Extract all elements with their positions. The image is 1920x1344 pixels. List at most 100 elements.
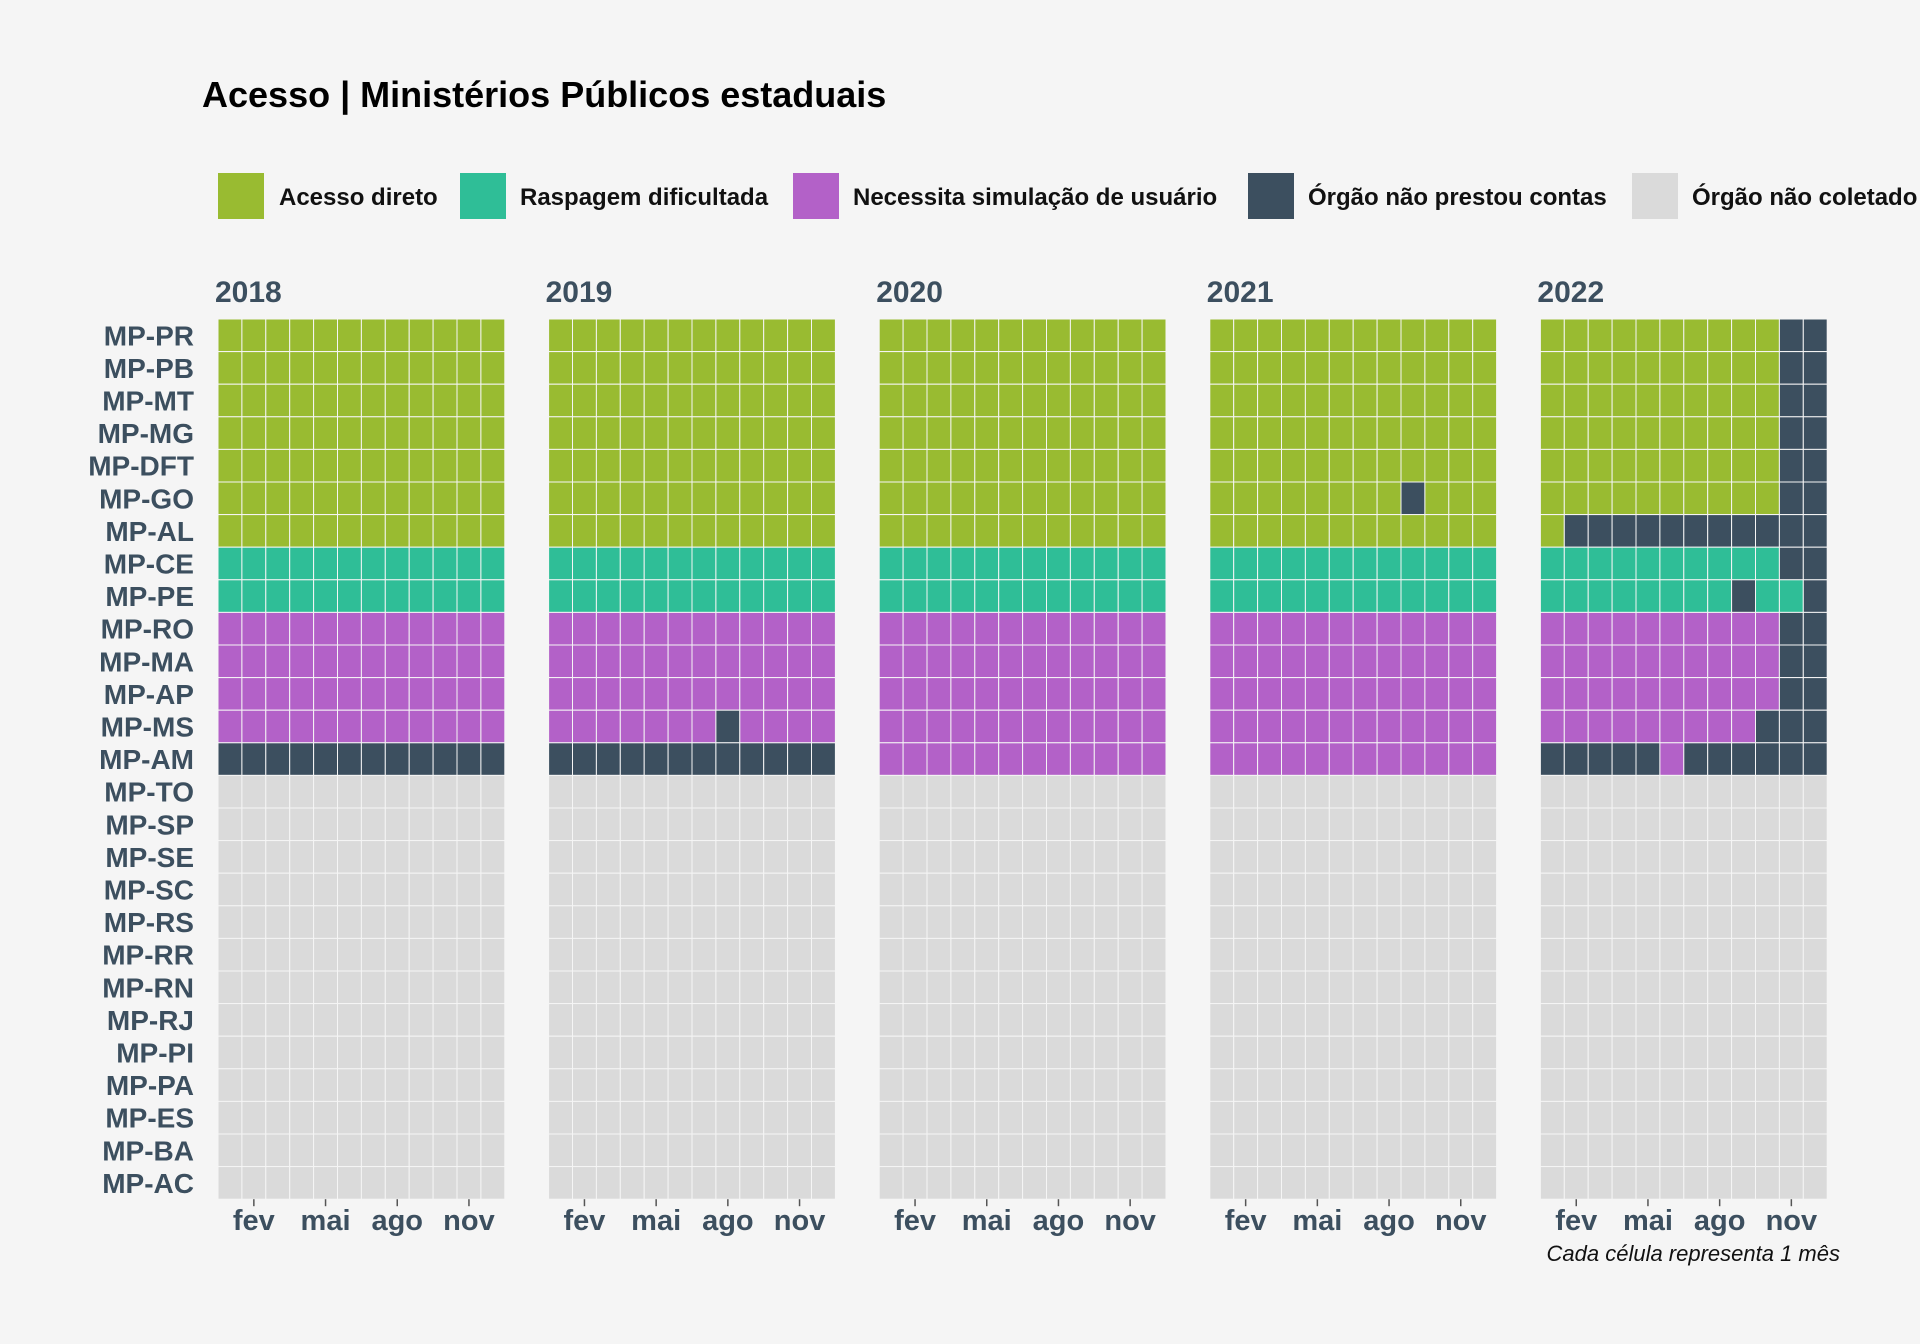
cell-mp-go-2018-9 <box>408 481 434 516</box>
cell-mp-ms-2018-5 <box>313 709 339 744</box>
cell-mp-pa-2022-10 <box>1755 1068 1780 1102</box>
cell-mp-pb-2019-10 <box>763 351 789 385</box>
cell-mp-es-2019-4 <box>619 1100 645 1135</box>
cell-mp-ce-2018-5 <box>313 546 339 581</box>
cell-mp-se-2018-9 <box>408 840 434 874</box>
cell-mp-al-2021-6 <box>1328 514 1354 548</box>
cell-mp-mg-2020-3 <box>926 416 952 450</box>
cell-mp-ba-2021-10 <box>1424 1133 1450 1168</box>
cell-mp-ba-2022-3 <box>1587 1133 1613 1168</box>
cell-mp-am-2019-12 <box>811 742 836 776</box>
cell-mp-pb-2019-6 <box>667 351 693 385</box>
cell-mp-es-2018-7 <box>360 1100 386 1135</box>
cell-mp-mg-2021-11 <box>1448 416 1474 450</box>
cell-mp-pr-2021-5 <box>1304 318 1330 353</box>
cell-mp-rs-2018-3 <box>265 905 291 939</box>
cell-mp-go-2018-1 <box>217 481 243 516</box>
cell-mp-mt-2020-10 <box>1093 383 1119 418</box>
cell-mp-rj-2020-12 <box>1141 1003 1167 1037</box>
cell-mp-al-2018-2 <box>241 514 267 548</box>
cell-mp-sp-2020-12 <box>1141 807 1167 842</box>
cell-mp-sc-2020-8 <box>1046 872 1071 907</box>
cell-mp-pi-2018-12 <box>480 1035 506 1070</box>
cell-mp-go-2020-1 <box>878 481 904 516</box>
cell-mp-rn-2018-8 <box>384 970 410 1005</box>
cell-mp-ro-2021-12 <box>1472 611 1498 646</box>
cell-mp-mt-2019-8 <box>715 383 741 418</box>
cell-mp-go-2020-2 <box>902 481 928 516</box>
cell-mp-pb-2021-1 <box>1209 351 1235 385</box>
cell-mp-rj-2018-8 <box>384 1003 410 1037</box>
cell-mp-rn-2019-7 <box>691 970 717 1005</box>
cell-mp-pr-2021-6 <box>1328 318 1354 353</box>
cell-mp-mg-2021-6 <box>1328 416 1354 450</box>
cell-mp-mg-2022-4 <box>1611 416 1637 450</box>
cell-mp-sc-2022-4 <box>1611 872 1637 907</box>
cell-mp-ma-2019-5 <box>643 644 669 679</box>
cell-mp-mg-2022-11 <box>1778 416 1804 450</box>
cell-mp-se-2021-4 <box>1281 840 1306 874</box>
cell-mp-pb-2020-7 <box>1022 351 1047 385</box>
cell-mp-am-2019-6 <box>667 742 693 776</box>
cell-mp-ba-2020-2 <box>902 1133 928 1168</box>
cell-mp-rs-2019-6 <box>667 905 693 939</box>
cell-mp-pi-2021-9 <box>1400 1035 1426 1070</box>
cell-mp-ap-2021-11 <box>1448 677 1474 711</box>
cell-mp-sc-2022-1 <box>1539 872 1565 907</box>
cell-mp-se-2021-10 <box>1424 840 1450 874</box>
cell-mp-se-2020-1 <box>878 840 904 874</box>
cell-mp-sc-2020-10 <box>1093 872 1119 907</box>
cell-mp-mg-2021-9 <box>1400 416 1426 450</box>
cell-mp-ms-2019-7 <box>691 709 717 744</box>
cell-mp-ce-2020-7 <box>1022 546 1047 581</box>
cell-mp-rj-2019-3 <box>595 1003 621 1037</box>
cell-mp-rs-2019-9 <box>739 905 765 939</box>
cell-mp-to-2018-4 <box>289 774 315 809</box>
cell-mp-se-2019-4 <box>619 840 645 874</box>
cell-mp-ro-2021-8 <box>1376 611 1402 646</box>
cell-mp-al-2022-2 <box>1563 514 1589 548</box>
cell-mp-al-2021-3 <box>1257 514 1282 548</box>
cell-mp-rs-2019-2 <box>572 905 597 939</box>
cell-mp-ma-2022-9 <box>1731 644 1756 679</box>
cell-mp-ac-2021-8 <box>1376 1166 1402 1200</box>
cell-mp-rj-2019-2 <box>572 1003 597 1037</box>
cell-mp-to-2022-2 <box>1563 774 1589 809</box>
cell-mp-pr-2020-10 <box>1093 318 1119 353</box>
cell-mp-ce-2019-12 <box>811 546 836 581</box>
legend-label-o: Órgão não prestou contas <box>1308 183 1607 211</box>
cell-mp-dft-2022-12 <box>1802 448 1828 483</box>
cell-mp-go-2018-6 <box>337 481 362 516</box>
cell-mp-dft-2019-1 <box>548 448 573 483</box>
cell-mp-mg-2019-10 <box>763 416 789 450</box>
row-label: MP-AL <box>105 516 194 547</box>
cell-mp-ms-2021-8 <box>1376 709 1402 744</box>
cell-mp-rn-2022-11 <box>1778 970 1804 1005</box>
x-tick-label-mai: mai <box>631 1205 681 1237</box>
cell-mp-rs-2021-1 <box>1209 905 1235 939</box>
cell-mp-pb-2020-10 <box>1093 351 1119 385</box>
cell-mp-ac-2022-4 <box>1611 1166 1637 1200</box>
cell-mp-al-2019-11 <box>787 514 812 548</box>
cell-mp-dft-2019-12 <box>811 448 836 483</box>
cell-mp-al-2020-5 <box>974 514 1000 548</box>
cell-mp-ms-2021-1 <box>1209 709 1235 744</box>
cell-mp-rj-2018-1 <box>217 1003 243 1037</box>
cell-mp-sp-2020-7 <box>1022 807 1047 842</box>
cell-mp-se-2022-5 <box>1635 840 1661 874</box>
cell-mp-sc-2021-2 <box>1233 872 1259 907</box>
cell-mp-sc-2018-12 <box>480 872 506 907</box>
cell-mp-am-2019-4 <box>619 742 645 776</box>
cell-mp-rn-2022-2 <box>1563 970 1589 1005</box>
cell-mp-go-2021-2 <box>1233 481 1259 516</box>
cell-mp-to-2019-6 <box>667 774 693 809</box>
cell-mp-pi-2019-2 <box>572 1035 597 1070</box>
row-label: MP-PR <box>104 320 194 351</box>
cell-mp-to-2018-9 <box>408 774 434 809</box>
cell-mp-go-2020-4 <box>950 481 976 516</box>
cell-mp-rn-2022-3 <box>1587 970 1613 1005</box>
cell-mp-mg-2022-3 <box>1587 416 1613 450</box>
cell-mp-pi-2021-3 <box>1257 1035 1282 1070</box>
cell-mp-ap-2018-2 <box>241 677 267 711</box>
cell-mp-rj-2018-5 <box>313 1003 339 1037</box>
